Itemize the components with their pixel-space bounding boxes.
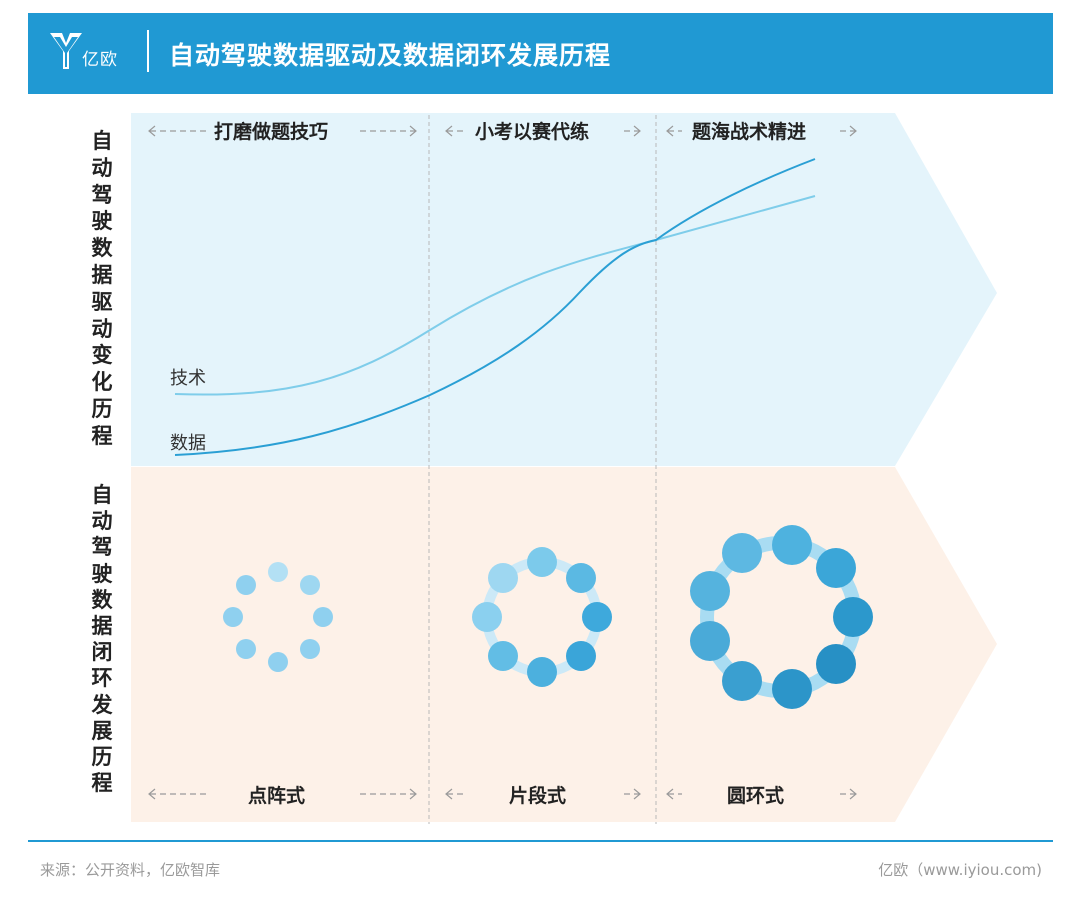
top-row-label: 自动驾驶数据驱动变化历程 bbox=[91, 129, 113, 448]
source-note: 来源：公开资料，亿欧智库 bbox=[40, 861, 221, 879]
segment-ring bbox=[472, 547, 612, 687]
credit-note: 亿欧（www.iyiou.com) bbox=[878, 861, 1042, 879]
mode-1-title: 点阵式 bbox=[248, 785, 306, 807]
logo-text: 亿欧 bbox=[82, 50, 118, 70]
mode-2-title: 片段式 bbox=[509, 785, 567, 807]
phase-3-title: 题海战术精进 bbox=[692, 121, 807, 143]
yiou-logo-icon bbox=[50, 33, 82, 69]
phase-arrows-top bbox=[148, 125, 857, 137]
footer-divider bbox=[28, 840, 1053, 842]
page-title: 自动驾驶数据驱动及数据闭环发展历程 bbox=[169, 41, 612, 70]
dot-matrix-ring bbox=[223, 562, 333, 672]
tech-curve bbox=[174, 195, 816, 396]
bottom-row-label: 自动驾驶数据闭环发展历程 bbox=[91, 483, 113, 796]
mode-3-title: 圆环式 bbox=[727, 785, 785, 807]
data-curve-label: 数据 bbox=[170, 433, 206, 454]
mode-arrows-bottom bbox=[148, 788, 857, 800]
phase-2-title: 小考以赛代练 bbox=[475, 121, 590, 143]
ring-loop bbox=[690, 525, 873, 709]
top-band-arrow bbox=[131, 113, 997, 466]
data-curve bbox=[174, 158, 816, 456]
header-divider bbox=[147, 30, 149, 72]
phase-1-title: 打磨做题技巧 bbox=[214, 121, 329, 143]
header-banner: 亿欧 自动驾驶数据驱动及数据闭环发展历程 bbox=[28, 13, 1053, 94]
bottom-band-arrow bbox=[131, 467, 997, 822]
tech-curve-label: 技术 bbox=[170, 368, 206, 389]
